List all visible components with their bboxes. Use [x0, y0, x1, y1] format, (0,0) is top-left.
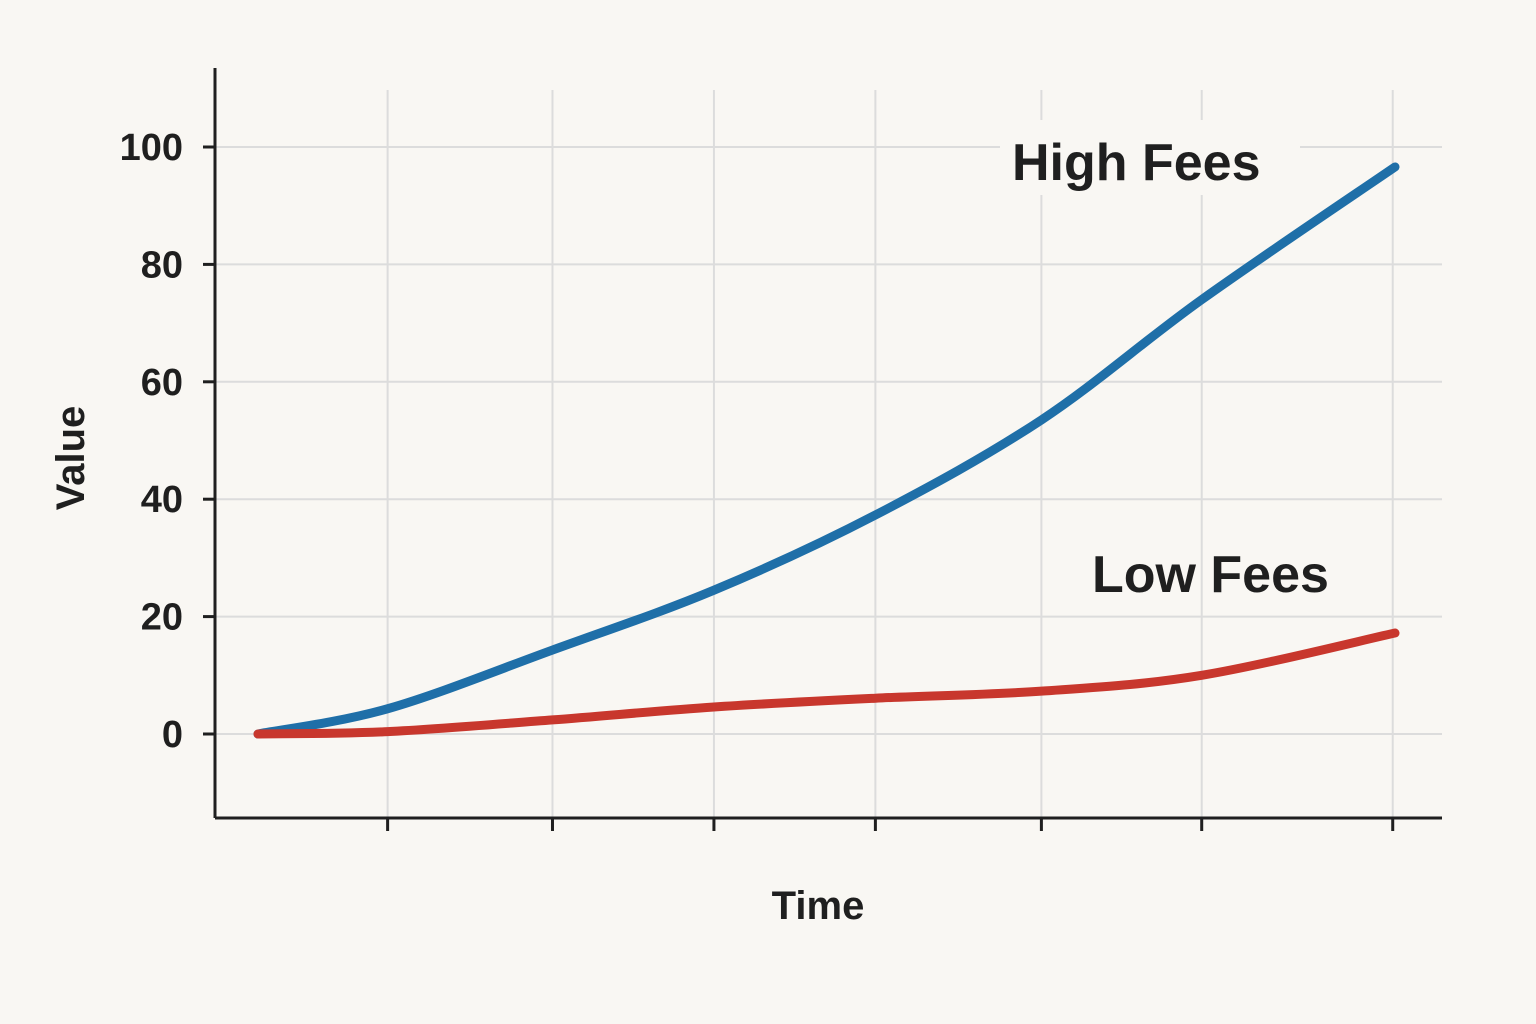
series-line-low-fees — [253, 628, 1400, 739]
series-line-high-fees — [253, 162, 1400, 739]
series-lines — [253, 162, 1400, 739]
y-tick-label: 40 — [141, 479, 183, 521]
high-fees-label-bg — [1000, 120, 1300, 195]
y-tick-label: 100 — [120, 127, 183, 169]
series-label-low-fees: Low Fees — [1092, 546, 1329, 604]
y-tick-label: 60 — [141, 362, 183, 404]
y-tick-label: 80 — [141, 244, 183, 286]
grid — [203, 90, 1442, 818]
y-tick-labels: 0 20 40 60 80 100 — [120, 127, 183, 756]
y-tick-label: 0 — [162, 714, 183, 756]
series-label-high-fees: High Fees — [1012, 134, 1261, 192]
x-ticks — [386, 818, 1395, 831]
x-axis-label: Time — [772, 884, 865, 928]
y-tick-label: 20 — [141, 597, 183, 639]
y-axis-label: Value — [49, 406, 93, 511]
